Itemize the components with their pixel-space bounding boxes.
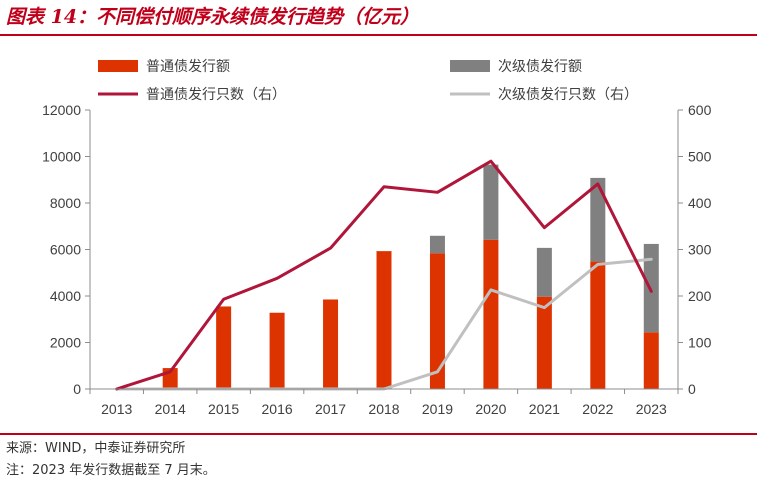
x-tick-label: 2020 <box>475 401 506 417</box>
legend-label: 次级债发行只数（右） <box>498 87 638 103</box>
source-note: 来源：WIND，中泰证券研究所 <box>6 441 186 456</box>
x-tick-label: 2013 <box>101 401 132 417</box>
left-tick-label: 2000 <box>50 335 81 351</box>
x-tick-label: 2017 <box>315 401 346 417</box>
right-tick-label: 500 <box>688 149 712 165</box>
data-note: 注：2023 年发行数据截至 7 月末。 <box>6 463 216 478</box>
line-ordinary-count <box>115 159 653 391</box>
bar-ordinary-2016 <box>269 312 285 389</box>
left-tick-label: 10000 <box>42 149 81 165</box>
bar-subordinated-2022 <box>590 177 606 262</box>
x-tick-label: 2018 <box>368 401 399 417</box>
legend-swatch-ordinary-amount <box>98 60 138 72</box>
bar-ordinary-2022 <box>590 261 606 389</box>
right-tick-label: 0 <box>688 381 696 397</box>
chart-title: 图表 14：不同偿付顺序永续债发行趋势（亿元） <box>6 6 420 28</box>
left-tick-label: 12000 <box>42 102 81 118</box>
right-tick-label: 100 <box>688 335 712 351</box>
right-tick-label: 200 <box>688 288 712 304</box>
bars <box>162 164 659 389</box>
bar-ordinary-2019 <box>429 253 445 389</box>
bar-ordinary-2023 <box>643 332 659 389</box>
bar-subordinated-2020 <box>483 164 499 240</box>
right-tick-label: 400 <box>688 195 712 211</box>
bar-subordinated-2019 <box>429 235 445 254</box>
legend-label: 次级债发行额 <box>498 59 582 75</box>
bar-ordinary-2020 <box>483 239 499 389</box>
right-tick-label: 300 <box>688 242 712 258</box>
x-tick-label: 2023 <box>636 401 667 417</box>
x-tick-label: 2019 <box>422 401 453 417</box>
legend-label: 普通债发行只数（右） <box>146 87 286 103</box>
bar-subordinated-2021 <box>536 247 552 297</box>
right-tick-label: 600 <box>688 102 712 118</box>
bar-ordinary-2021 <box>536 296 552 389</box>
x-tick-label: 2022 <box>582 401 613 417</box>
bar-ordinary-2015 <box>216 306 232 389</box>
axes: 0 2000 4000 6000 8000 10000 12000 0 100 200 300 400… <box>42 102 712 417</box>
x-tick-label: 2014 <box>155 401 186 417</box>
left-tick-label: 4000 <box>50 288 81 304</box>
x-tick-label: 2016 <box>262 401 293 417</box>
x-tick-label: 2021 <box>529 401 560 417</box>
left-tick-label: 8000 <box>50 195 81 211</box>
x-tick-label: 2015 <box>208 401 239 417</box>
title-divider <box>0 34 757 36</box>
left-tick-label: 0 <box>73 381 81 397</box>
bar-ordinary-2017 <box>323 299 339 389</box>
legend-label: 普通债发行额 <box>146 59 230 75</box>
legend-swatch-subordinated-amount <box>450 60 490 72</box>
bar-ordinary-2018 <box>376 251 392 389</box>
footer-divider <box>0 433 757 435</box>
left-tick-label: 6000 <box>50 242 81 258</box>
